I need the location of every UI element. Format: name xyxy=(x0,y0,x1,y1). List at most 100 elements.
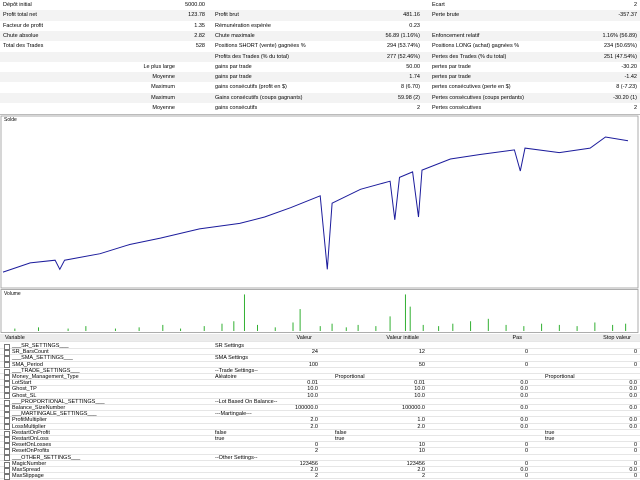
checkbox[interactable] xyxy=(4,467,10,474)
checkbox[interactable] xyxy=(4,399,10,406)
parameter-name: ___PROPORTIONAL_SETTINGS___ xyxy=(12,398,105,405)
stat-label: Rémunération espérée xyxy=(215,22,271,29)
checkbox[interactable] xyxy=(4,374,10,381)
volume-bar xyxy=(114,328,116,331)
checkbox[interactable] xyxy=(4,443,10,449)
balance-line xyxy=(2,136,629,273)
checkbox[interactable] xyxy=(4,430,10,437)
checkbox[interactable] xyxy=(4,449,10,456)
parameter-value: 10.0 xyxy=(414,386,425,393)
checkbox[interactable] xyxy=(4,412,10,418)
parameter-value: --Trade Settings-- xyxy=(215,367,258,374)
checkbox[interactable] xyxy=(4,381,10,387)
volume-bar xyxy=(67,328,69,331)
parameter-value: 10.0 xyxy=(307,386,318,393)
checkbox[interactable] xyxy=(4,362,10,369)
checkbox[interactable] xyxy=(4,405,10,412)
checkbox[interactable] xyxy=(4,461,10,468)
parameter-row xyxy=(0,430,640,436)
parameter-value: 100000.0 xyxy=(402,405,425,411)
stat-label: Moyenne xyxy=(152,105,175,111)
parameter-value: 123456 xyxy=(406,460,425,467)
volume-bar xyxy=(14,328,16,331)
parameter-row xyxy=(0,461,640,467)
stat-value: 8 (-7.23) xyxy=(616,84,637,91)
checkbox[interactable] xyxy=(4,387,10,394)
parameter-name: MagicNumber xyxy=(12,460,47,467)
stats-row xyxy=(0,61,640,73)
checkbox[interactable] xyxy=(4,418,10,425)
stat-value: -1.42 xyxy=(624,74,637,81)
parameter-row xyxy=(0,399,640,405)
parameter-value: true xyxy=(215,436,225,442)
parameter-row xyxy=(0,374,640,381)
parameter-name: ___SR_SETTINGS___ xyxy=(12,343,69,349)
chart-frame xyxy=(0,115,639,289)
parameter-row xyxy=(0,467,640,474)
volume-bar xyxy=(203,326,205,331)
stat-label: pertes consécutives (perte en $) xyxy=(432,84,511,91)
parameter-value: Aléatoire xyxy=(215,374,237,380)
stat-label: pertes par trade xyxy=(432,63,471,70)
parameter-value: ---Martingale--- xyxy=(215,411,252,418)
parameter-name: RestartOnProfit xyxy=(12,429,50,436)
parameter-name: LotStart xyxy=(12,380,32,387)
stat-value: 2 xyxy=(633,105,637,111)
parameter-value: 0.0 xyxy=(520,380,528,387)
checkbox[interactable] xyxy=(4,368,10,375)
parameter-value: 0.0 xyxy=(520,423,528,430)
stat-label: Chute maximale xyxy=(215,32,255,39)
stats-row xyxy=(0,103,640,114)
parameter-value: 2.0 xyxy=(417,423,425,430)
checkbox[interactable] xyxy=(4,356,10,363)
parameter-row xyxy=(0,442,640,449)
stat-label: Maximum xyxy=(151,94,175,101)
parameter-value: 24 xyxy=(311,349,318,356)
stat-value: 2.82 xyxy=(194,32,205,39)
checkbox[interactable] xyxy=(4,474,10,480)
stat-label: Chute absolue xyxy=(3,32,39,39)
checkbox[interactable] xyxy=(4,436,10,443)
parameter-name: Balance_SizeNumber xyxy=(12,405,66,411)
stat-label: gains par trade xyxy=(215,74,252,81)
parameter-name: SMA_Period xyxy=(12,361,43,368)
checkbox[interactable] xyxy=(4,424,10,431)
stat-value: -30.20 (1) xyxy=(613,94,637,101)
parameter-row xyxy=(0,349,640,356)
volume-bar xyxy=(541,323,543,331)
volume-bar xyxy=(409,306,411,331)
checkbox[interactable] xyxy=(4,343,10,350)
volume-bar xyxy=(487,318,489,331)
stat-value: 234 (50.65%) xyxy=(603,43,637,50)
stat-label: Enfoncement relatif xyxy=(432,32,480,39)
volume-bar xyxy=(243,294,245,331)
volume-bar xyxy=(357,324,359,331)
parameter-value: 1.0 xyxy=(417,417,425,424)
parameter-value: 0 xyxy=(633,361,637,368)
stats-row xyxy=(0,41,640,52)
parameter-name: ResetOnLosses xyxy=(12,442,52,449)
checkbox[interactable] xyxy=(4,393,10,400)
parameter-value: SR Settings xyxy=(215,343,245,349)
volume-bar xyxy=(345,327,347,331)
volume-bar xyxy=(452,323,454,331)
parameter-row xyxy=(0,424,640,430)
parameter-value: Proportional xyxy=(545,374,575,380)
volume-bar xyxy=(422,324,424,331)
parameter-value: 0.0 xyxy=(629,467,637,473)
stats-row xyxy=(0,51,640,62)
volume-bar xyxy=(319,326,321,331)
parameter-row xyxy=(0,411,640,418)
stats-row xyxy=(0,20,640,31)
parameter-row xyxy=(0,448,640,455)
stat-value: 1.74 xyxy=(409,74,420,81)
checkbox[interactable] xyxy=(4,350,10,356)
volume-bar xyxy=(523,326,525,331)
parameter-value: 12 xyxy=(418,349,425,356)
parameter-row xyxy=(0,355,640,362)
volume-bar xyxy=(389,316,391,331)
parameter-row xyxy=(0,380,640,387)
checkbox[interactable] xyxy=(4,455,10,462)
parameter-value: 0.0 xyxy=(520,467,528,473)
parameter-value: 2 xyxy=(421,473,425,480)
